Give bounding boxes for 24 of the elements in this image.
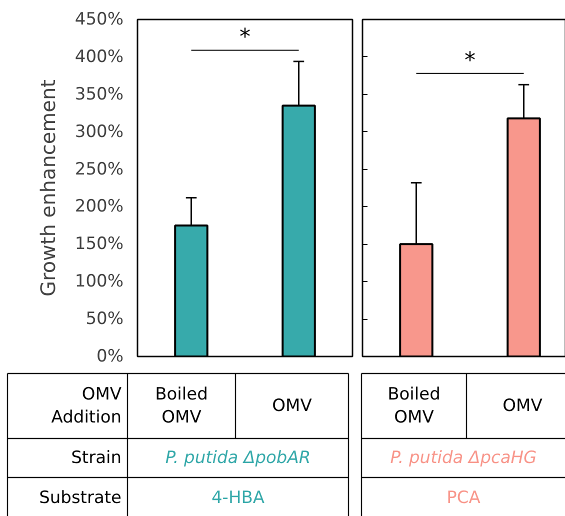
text: PCA bbox=[446, 488, 481, 508]
x-tick-label: OMV bbox=[272, 396, 312, 416]
y-tick-label: 450% bbox=[74, 10, 124, 30]
y-axis-title: Growth enhancement bbox=[36, 79, 60, 296]
y-tick-label: 100% bbox=[74, 272, 124, 292]
y-tick-label: 250% bbox=[74, 159, 124, 180]
x-tick-label: OMV bbox=[502, 396, 543, 416]
text: P. putida ΔpcaHG bbox=[390, 448, 537, 468]
y-tick-label: 400% bbox=[74, 46, 124, 67]
x-tick-label: Boiled OMV bbox=[155, 384, 208, 428]
y-tick-label: 350% bbox=[74, 84, 124, 104]
text: 4-HBA bbox=[211, 488, 265, 508]
y-tick-label: 200% bbox=[74, 196, 124, 217]
x-tick-label: Boiled OMV bbox=[388, 384, 440, 428]
annotation: * bbox=[240, 25, 250, 50]
text: P. putida ΔpobAR bbox=[165, 448, 311, 468]
annotation: * bbox=[464, 48, 476, 74]
y-tick-label: 300% bbox=[74, 122, 124, 142]
text: Substrate bbox=[39, 488, 122, 508]
text: Strain bbox=[71, 448, 122, 468]
y-tick-label: 0% bbox=[96, 346, 124, 366]
text: OMV Addition bbox=[51, 384, 122, 428]
y-tick-label: 150% bbox=[74, 234, 124, 254]
y-tick-label: 50% bbox=[86, 309, 124, 330]
